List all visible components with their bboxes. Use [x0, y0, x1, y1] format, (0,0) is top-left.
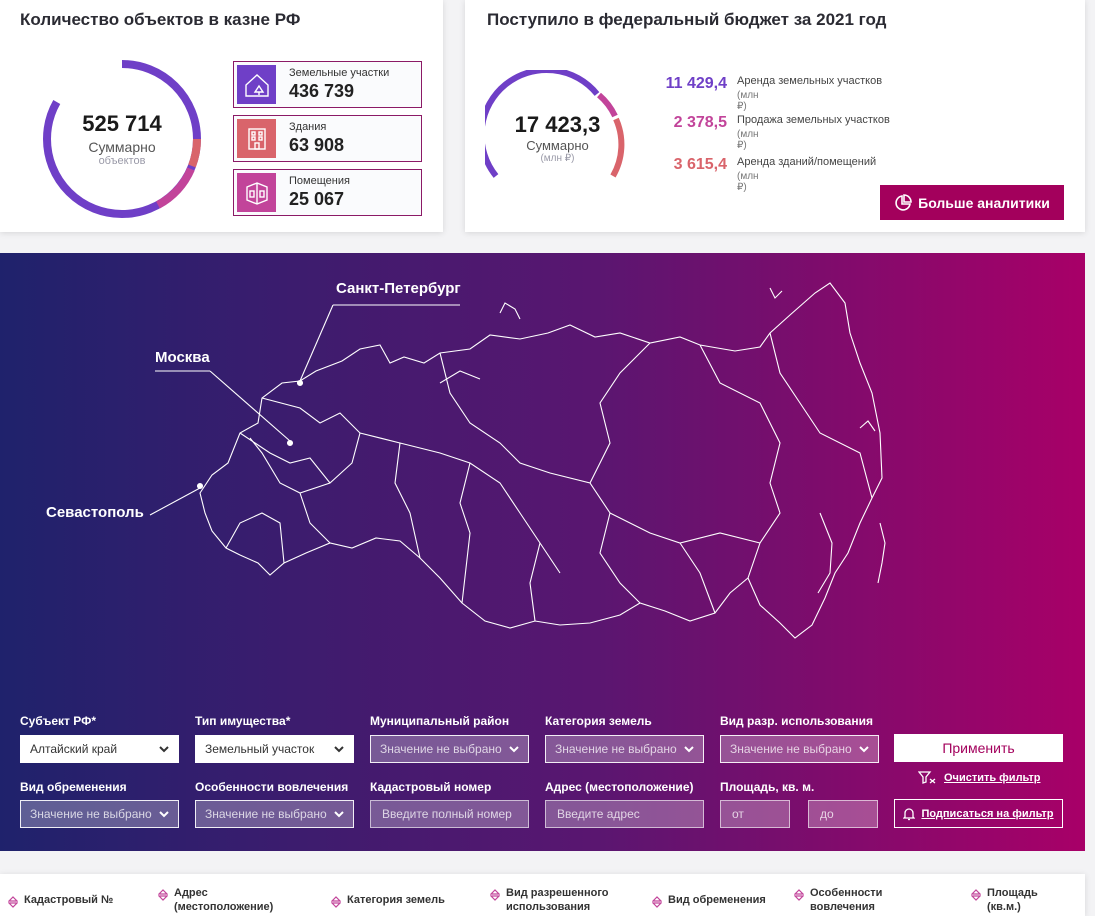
more-analytics-button[interactable]: Больше аналитики	[880, 185, 1064, 220]
property-type-filter-label: Тип имущества*	[195, 714, 291, 728]
revenue-label: Продажа земельных участков	[737, 114, 890, 126]
cadastral-filter-label: Кадастровый номер	[370, 780, 492, 794]
rooms-label: Помещения	[289, 175, 350, 187]
sort-icon	[490, 889, 500, 901]
budget-gauge-chart: 17 423,3 Суммарно (млн ₽)	[478, 66, 630, 190]
objects-total: 525 714	[82, 111, 162, 136]
revenue-unit: (млн ₽)	[737, 129, 759, 151]
sort-icon	[8, 896, 18, 908]
sort-icon	[971, 889, 981, 901]
revenue-label: Аренда зданий/помещений	[737, 156, 877, 168]
subscribe-filter-button[interactable]: Подписаться на фильтр	[894, 799, 1063, 828]
objects-card: Количество объектов в казне РФ 525 714 С…	[0, 0, 443, 232]
property-type-select[interactable]: Земельный участок	[195, 735, 354, 763]
chevron-down-icon	[334, 811, 344, 818]
revenue-value: 11 429,4	[665, 75, 727, 92]
budget-total-unit: (млн ₽)	[540, 153, 575, 164]
property-type-select-value: Земельный участок	[205, 742, 315, 756]
involvement-filter-label: Особенности вовлечения	[195, 780, 349, 794]
city-label-sevastopol[interactable]: Севастополь	[46, 504, 144, 521]
clear-filter-link[interactable]: Очистить фильтр	[918, 771, 1040, 784]
column-header-encumbrance[interactable]: Вид обременения	[652, 893, 766, 909]
municipal-filter-label: Муниципальный район	[370, 714, 510, 728]
buildings-box[interactable]: Здания 63 908	[233, 115, 422, 162]
column-header-area[interactable]: Площадь (кв.м.)	[971, 886, 1038, 914]
objects-donut-chart: 525 714 Суммарно объектов	[38, 55, 206, 223]
buildings-label: Здания	[289, 121, 327, 133]
land-category-filter-label: Категория земель	[545, 714, 652, 728]
area-filter-label: Площадь, кв. м.	[720, 780, 815, 794]
land-category-select-value: Значение не выбрано	[555, 742, 677, 756]
chevron-down-icon	[509, 746, 519, 753]
permitted-use-select[interactable]: Значение не выбрано	[720, 735, 879, 763]
involvement-select[interactable]: Значение не выбрано	[195, 800, 354, 828]
chevron-down-icon	[859, 746, 869, 753]
revenue-unit: (млн ₽)	[737, 171, 759, 193]
area-to-input[interactable]: до	[808, 800, 878, 828]
column-header-cadastral[interactable]: Кадастровый №	[8, 893, 113, 909]
bell-icon	[903, 807, 916, 820]
area-from-input[interactable]: от	[720, 800, 790, 828]
column-header-permitted-use[interactable]: Вид разрешенного использования	[490, 886, 608, 914]
results-table-header: Кадастровый № Адрес (местоположение) Кате…	[0, 874, 1085, 916]
objects-card-title: Количество объектов в казне РФ	[20, 10, 301, 29]
filter-clear-icon	[918, 771, 936, 784]
land-plots-label: Земельные участки	[289, 67, 390, 79]
budget-total: 17 423,3	[514, 112, 601, 137]
municipal-select-value: Значение не выбрано	[380, 742, 502, 756]
sort-icon	[794, 889, 804, 901]
municipal-select[interactable]: Значение не выбрано	[370, 735, 529, 763]
city-label-spb[interactable]: Санкт-Петербург	[336, 280, 461, 297]
map-filter-section: Санкт-Петербург Москва Севастополь Субъе…	[0, 253, 1085, 851]
building-icon	[237, 119, 276, 158]
more-analytics-label: Больше аналитики	[918, 194, 1050, 211]
subject-select[interactable]: Алтайский край	[20, 735, 179, 763]
involvement-select-value: Значение не выбрано	[205, 807, 327, 821]
sort-icon	[158, 889, 168, 901]
rooms-box[interactable]: Помещения 25 067	[233, 169, 422, 216]
sort-icon	[652, 896, 662, 908]
land-plots-box[interactable]: Земельные участки 436 739	[233, 61, 422, 108]
address-input[interactable]: Введите адрес	[545, 800, 704, 828]
cadastral-input[interactable]: Введите полный номер	[370, 800, 529, 828]
chevron-down-icon	[159, 811, 169, 818]
land-plots-value: 436 739	[289, 81, 355, 101]
column-header-address[interactable]: Адрес (местоположение)	[158, 886, 273, 914]
city-label-moscow[interactable]: Москва	[155, 349, 210, 366]
sort-icon	[331, 896, 341, 908]
chevron-down-icon	[334, 746, 344, 753]
revenue-label: Аренда земельных участков	[737, 75, 883, 87]
encumbrance-select-value: Значение не выбрано	[30, 807, 152, 821]
objects-total-label: Суммарно	[88, 139, 156, 155]
chevron-down-icon	[159, 746, 169, 753]
encumbrance-select[interactable]: Значение не выбрано	[20, 800, 179, 828]
budget-card: Поступило в федеральный бюджет за 2021 г…	[465, 0, 1085, 232]
revenue-value: 2 378,5	[673, 114, 727, 131]
russia-map[interactable]	[0, 253, 1085, 693]
subject-select-value: Алтайский край	[30, 742, 118, 756]
budget-card-title: Поступило в федеральный бюджет за 2021 г…	[487, 10, 887, 29]
revenue-value: 3 615,4	[673, 156, 727, 173]
budget-total-label: Суммарно	[526, 138, 589, 153]
revenue-unit: (млн ₽)	[737, 90, 759, 112]
rooms-value: 25 067	[289, 189, 345, 209]
buildings-value: 63 908	[289, 135, 345, 155]
permitted-use-select-value: Значение не выбрано	[730, 742, 852, 756]
encumbrance-filter-label: Вид обременения	[20, 780, 127, 794]
objects-total-sub: объектов	[98, 155, 146, 167]
land-plot-icon	[237, 65, 276, 104]
address-filter-label: Адрес (местоположение)	[545, 780, 694, 794]
subject-filter-label: Субъект РФ*	[20, 714, 96, 728]
chevron-down-icon	[684, 746, 694, 753]
room-icon	[237, 173, 276, 212]
apply-button[interactable]: Применить	[894, 734, 1063, 762]
column-header-land-category[interactable]: Категория земель	[331, 893, 445, 909]
permitted-use-filter-label: Вид разр. использования	[720, 714, 873, 728]
land-category-select[interactable]: Значение не выбрано	[545, 735, 704, 763]
pie-chart-icon	[895, 193, 912, 211]
column-header-involvement[interactable]: Особенности вовлечения	[794, 886, 882, 914]
